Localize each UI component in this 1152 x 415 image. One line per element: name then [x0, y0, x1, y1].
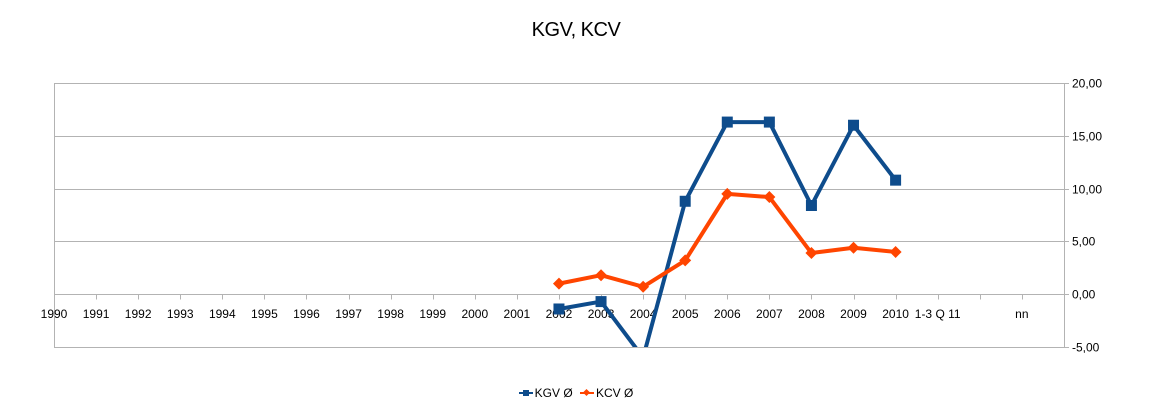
x-tick-label: 2007: [756, 307, 783, 321]
x-tick-label: nn: [1015, 307, 1028, 321]
x-tick-label: 1991: [83, 307, 110, 321]
x-tick-label: 1993: [167, 307, 194, 321]
series-line: [558, 191, 896, 289]
x-axis-tick-labels: 1990 1991 1992 1993 1994 1995 1996 1997 1998 1999…: [41, 307, 1029, 321]
y-tick-label: 10,00: [1072, 183, 1102, 197]
data-point: [552, 277, 565, 290]
legend-label-kgv: KGV Ø: [534, 386, 573, 400]
axes: [54, 83, 1069, 348]
series-layer: [552, 116, 902, 363]
y-tick-label: 0,00: [1072, 288, 1096, 302]
x-tick-label: 2008: [798, 307, 825, 321]
x-tick-label: 1999: [419, 307, 446, 321]
x-tick-label: 1-3 Q 11: [915, 307, 961, 321]
data-point: [889, 245, 902, 258]
chart-title: KGV, KCV: [531, 19, 621, 41]
legend-swatch-kcv: [580, 388, 594, 397]
data-point: [721, 116, 733, 128]
data-point: [721, 187, 734, 200]
legend: KGV Ø KCV Ø: [0, 386, 1152, 400]
data-point: [638, 352, 649, 363]
x-tick-label: 1995: [251, 307, 278, 321]
data-point: [595, 296, 607, 308]
data-point: [553, 303, 565, 315]
data-point: [847, 241, 860, 254]
data-point: [890, 174, 902, 186]
legend-swatch-kgv: [518, 389, 533, 397]
y-tick-label: 15,00: [1072, 130, 1102, 144]
x-tick-label: 2009: [840, 307, 867, 321]
y-axis-tick-labels: 20,00 15,00 10,00 5,00 0,00 -5,00: [1072, 77, 1102, 355]
y-tick-label: 5,00: [1072, 235, 1096, 249]
x-tick-label: 2001: [504, 307, 531, 321]
data-point: [637, 280, 650, 293]
data-point: [679, 195, 691, 207]
y-tick-label: -5,00: [1072, 341, 1100, 355]
x-tick-label: 2004: [630, 307, 657, 321]
x-tick-label: 2010: [882, 307, 909, 321]
series-kgv: [553, 116, 902, 363]
legend-item-kgv: KGV Ø: [518, 386, 573, 400]
x-tick-label: 1994: [209, 307, 236, 321]
x-tick-label: 1996: [293, 307, 320, 321]
x-tick-label: 2006: [714, 307, 741, 321]
x-tick-label: 2005: [672, 307, 699, 321]
data-point: [763, 191, 776, 204]
y-tick-label: 20,00: [1072, 77, 1102, 91]
x-tick-label: 1997: [335, 307, 362, 321]
data-point: [805, 247, 818, 260]
data-point: [848, 119, 860, 131]
series-line: [558, 120, 898, 347]
x-tick-label: 1990: [41, 307, 68, 321]
x-tick-label: 1998: [377, 307, 404, 321]
series-kcv: [552, 187, 902, 293]
x-tick-label: 2000: [461, 307, 488, 321]
data-point: [805, 199, 817, 211]
data-point: [595, 269, 608, 282]
legend-item-kcv: KCV Ø: [580, 386, 633, 400]
data-point: [763, 116, 775, 128]
data-point: [679, 254, 692, 267]
legend-label-kcv: KCV Ø: [596, 386, 634, 400]
x-tick-label: 1992: [125, 307, 152, 321]
